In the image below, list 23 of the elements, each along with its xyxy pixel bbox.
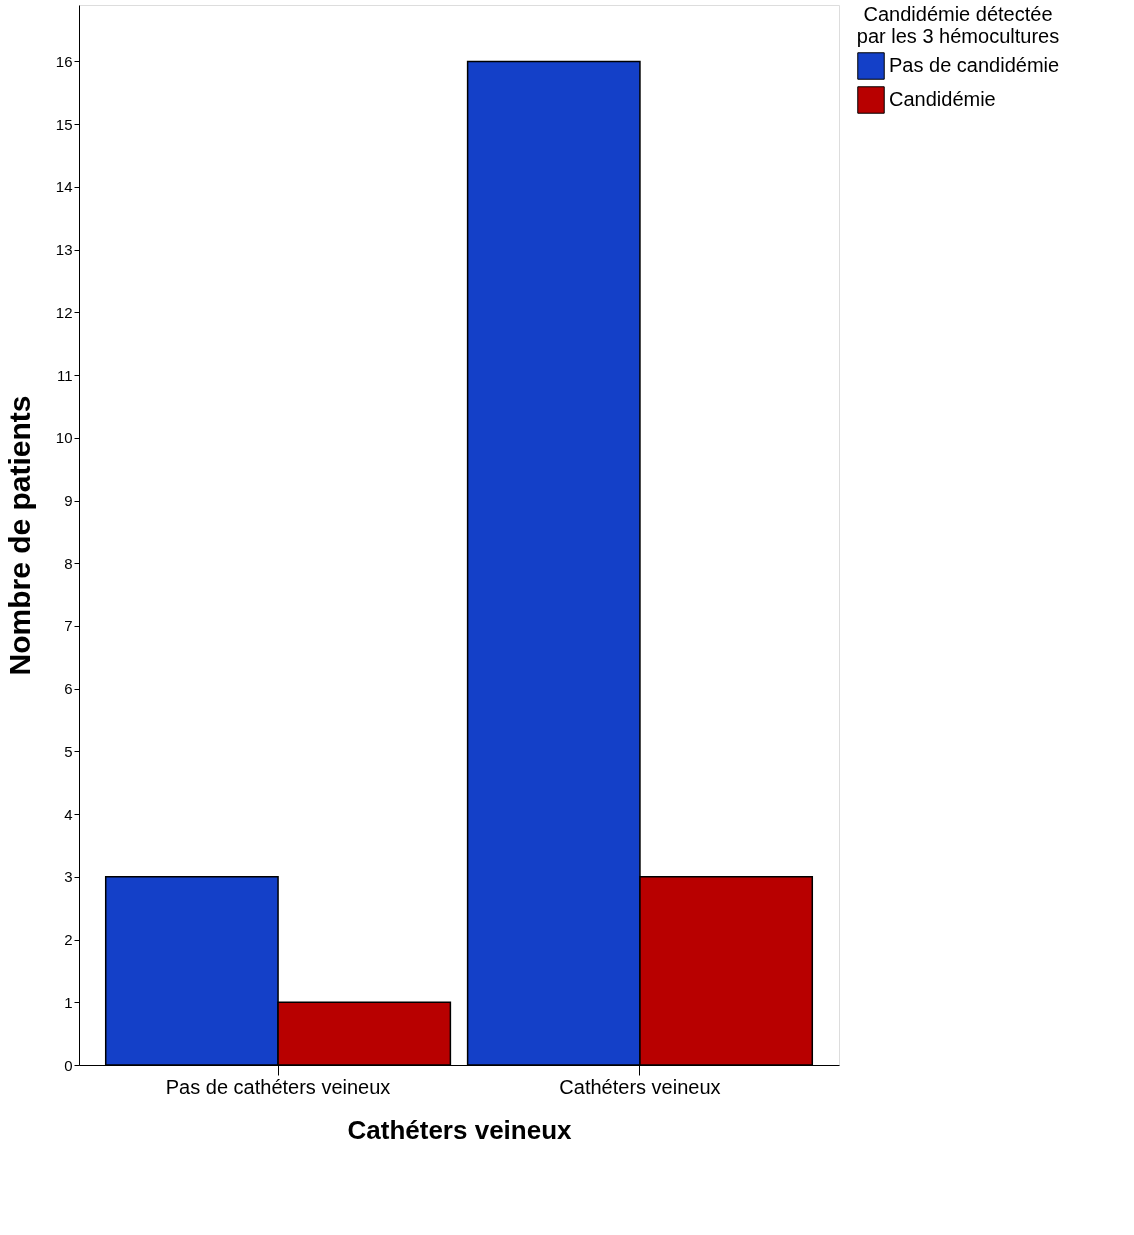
y-tick-label: 7 xyxy=(64,617,73,635)
y-tick-label: 11 xyxy=(56,366,73,384)
y-tick-label: 9 xyxy=(64,492,73,509)
y-tick-label: 13 xyxy=(55,241,73,259)
y-tick-label: 12 xyxy=(55,303,73,321)
y-tick-label: 3 xyxy=(64,868,73,886)
y-tick-label: 14 xyxy=(55,178,73,196)
y-tick-label: 8 xyxy=(64,554,73,572)
y-tick-label: 4 xyxy=(64,805,73,823)
y-axis-title: Nombre de patients xyxy=(2,395,36,676)
y-tick-label: 10 xyxy=(55,429,73,447)
y-tick-label: 0 xyxy=(64,1056,73,1074)
y-tick-label: 5 xyxy=(64,742,73,760)
y-tick-label: 6 xyxy=(64,680,73,698)
y-tick-label: 1 xyxy=(64,993,73,1011)
x-axis-title: Cathéters veineux xyxy=(347,1114,573,1145)
legend-label: Candidémie xyxy=(889,88,996,110)
y-tick-label: 15 xyxy=(55,115,73,133)
y-tick-label: 2 xyxy=(64,931,73,949)
legend-label: Pas de candidémie xyxy=(889,54,1060,76)
x-tick-label: Pas de cathéters veineux xyxy=(165,1075,391,1098)
y-tick-label: 16 xyxy=(55,52,73,70)
legend-title: Candidémie détectée par les 3 hémocultures xyxy=(856,3,1060,47)
